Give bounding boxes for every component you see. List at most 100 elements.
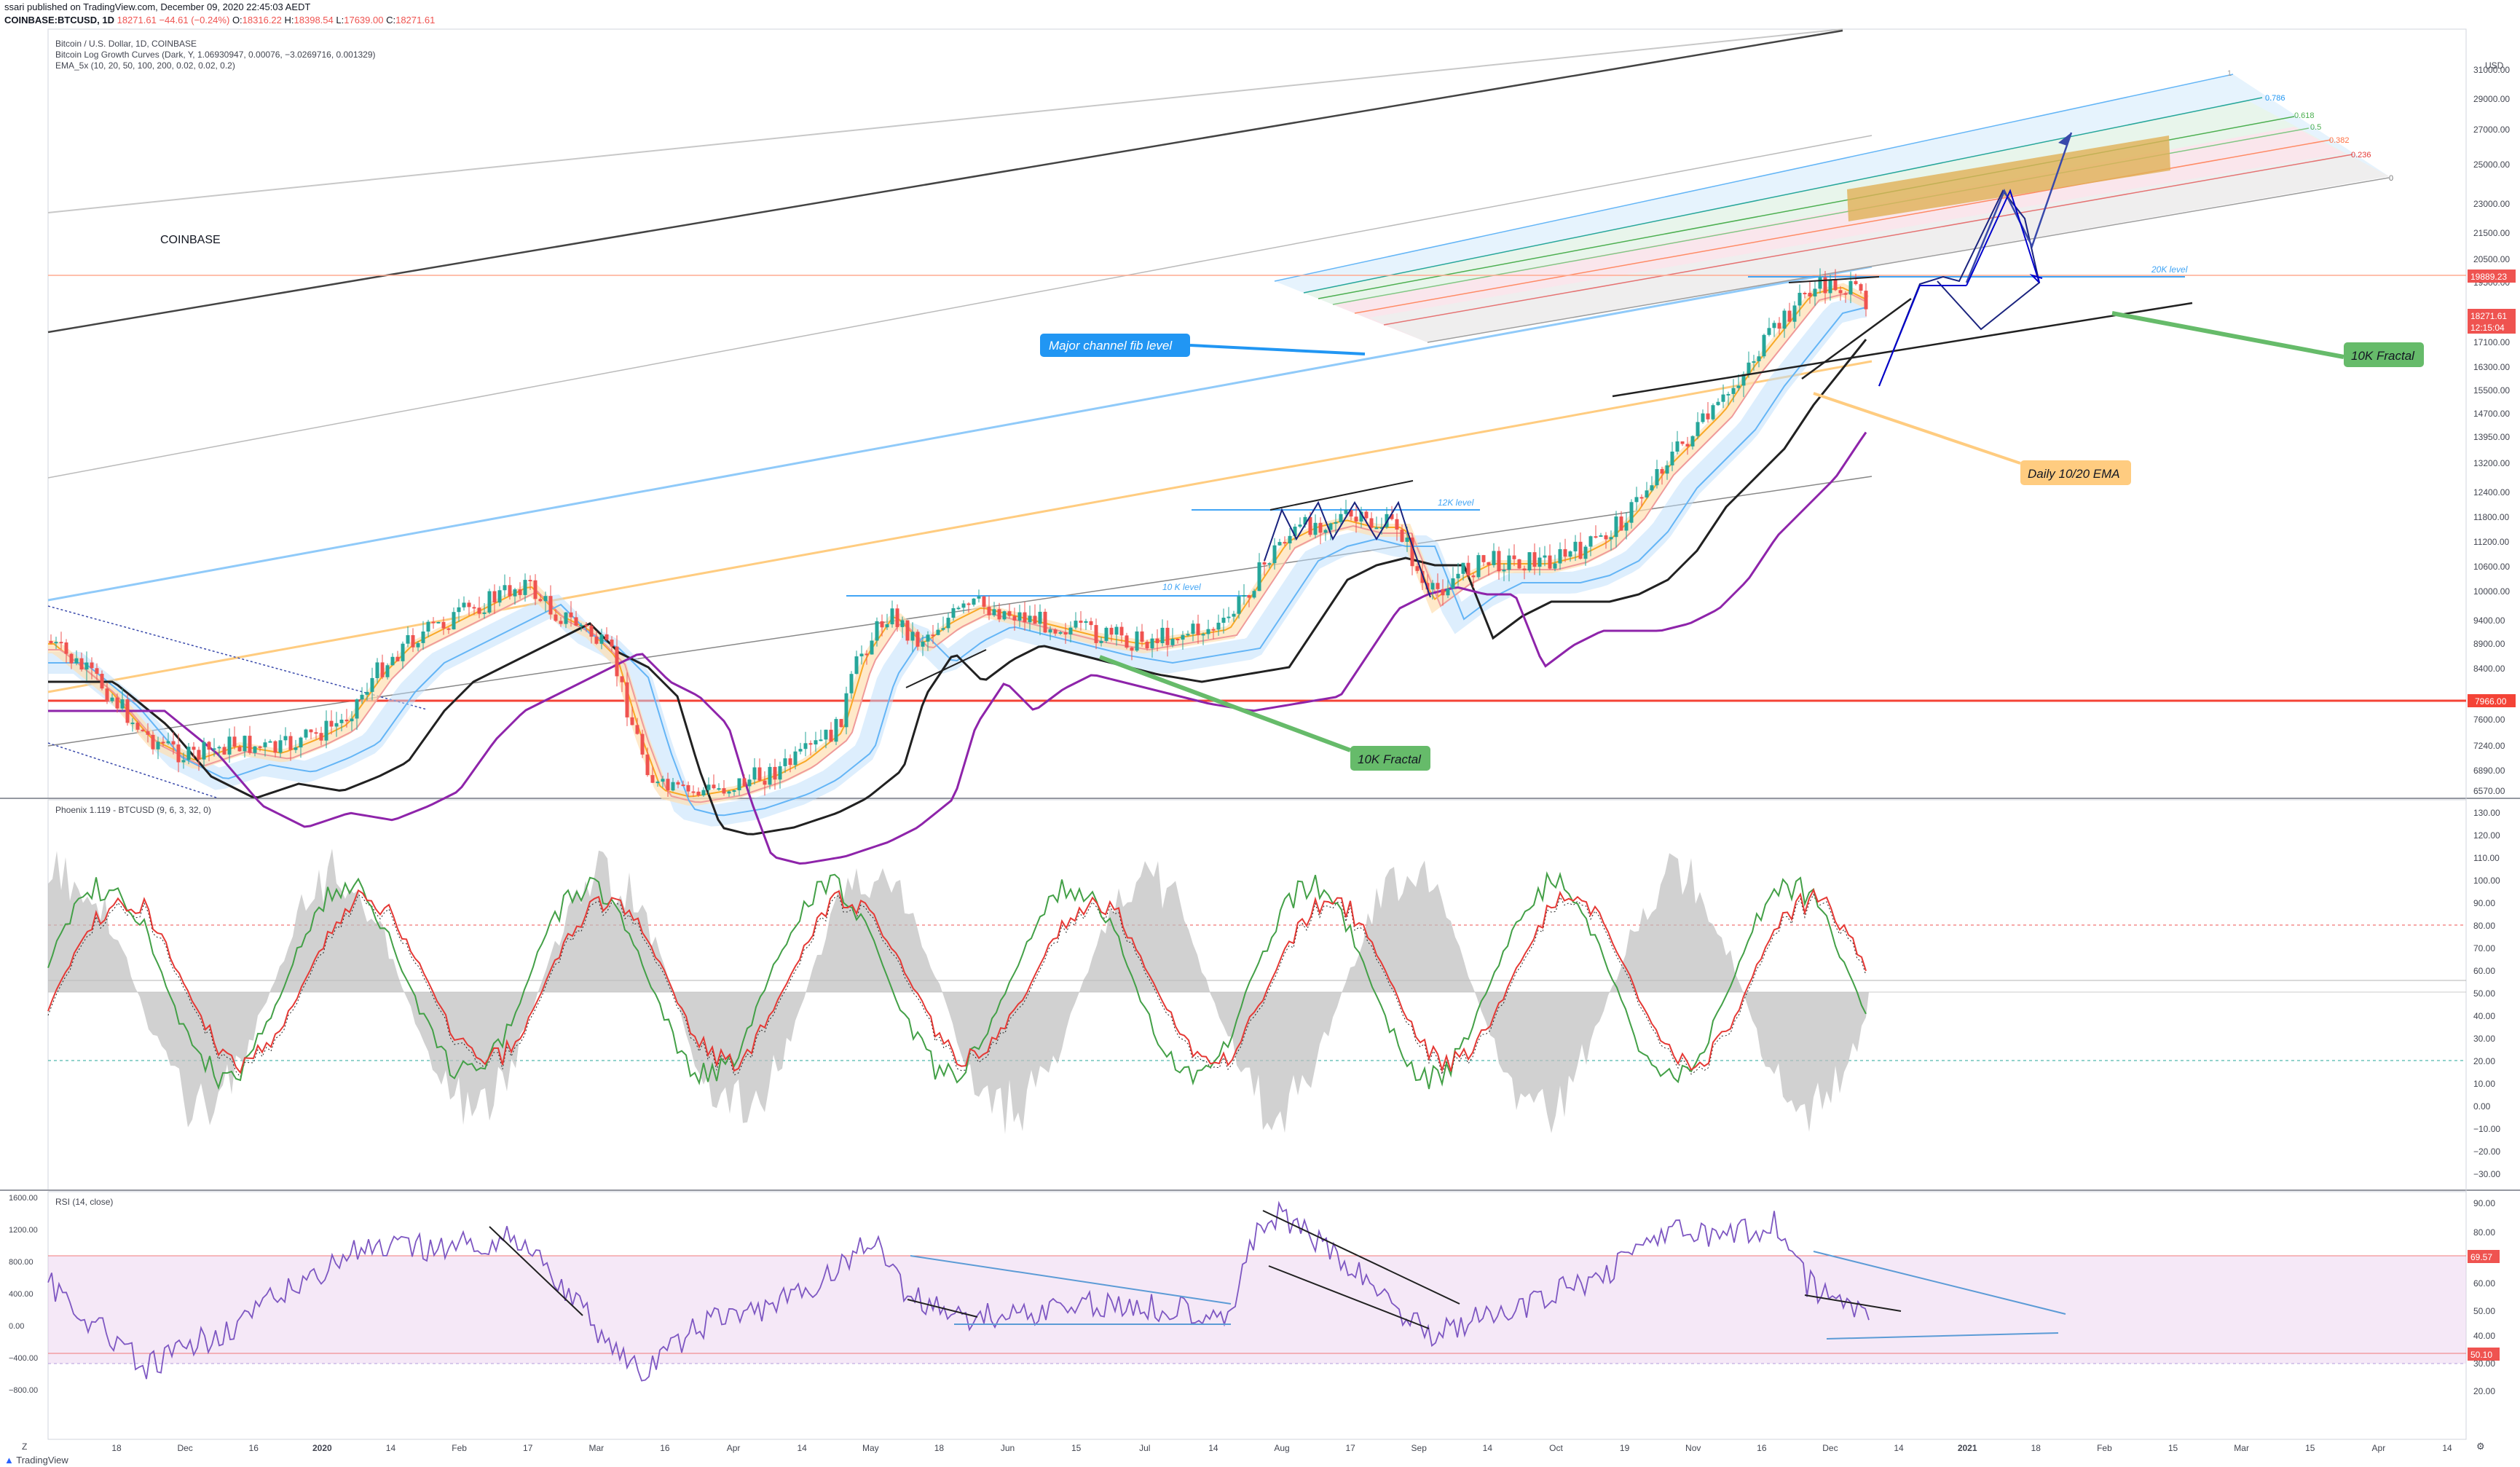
candle-body [645,754,650,776]
open-label: O: [232,15,243,25]
candle-body [304,729,308,738]
phoenix-histogram [48,849,1869,1135]
trendline-may[interactable] [905,649,987,688]
target-box[interactable] [1847,135,2170,221]
candle-body [941,628,945,630]
phoenix-axis-label: 80.00 [2473,921,2495,931]
aug-zigzag[interactable] [1264,500,1431,598]
trendline-aug[interactable] [1269,480,1414,511]
candle-body [1833,280,1838,291]
fib-line-236 [1383,154,2353,326]
tag-20k: 19889.23 [2470,272,2507,282]
callout-daily-ema[interactable]: Daily 10/20 EMA [1813,392,2131,485]
candle-body [370,677,374,692]
phoenix-axis-label: −30.00 [2473,1169,2500,1179]
phoenix-axis-label: 60.00 [2473,966,2495,976]
rsi-tags: 69.57 50.10 [2468,1250,2500,1361]
candle-body [1848,281,1853,295]
candle-body [793,751,798,766]
candle-body [1369,518,1374,528]
candle-body [870,640,874,655]
footer-brand[interactable]: ▲ TradingView [4,1455,68,1466]
projection-up[interactable] [1965,132,2073,283]
close-value: 18271.61 [395,15,436,25]
projection-path-a[interactable] [1878,189,2041,387]
candle-body [1650,485,1654,491]
candle-body [1803,293,1807,294]
candle-body [380,662,385,677]
candle-body [334,723,339,727]
candle-body [946,618,950,629]
candle-body [1548,555,1552,569]
candle-body [1741,374,1746,386]
candle-body [294,747,298,750]
candle-body [1125,635,1129,648]
candle-body [1033,615,1037,624]
candle-body [232,736,237,747]
candle-body [1624,522,1629,531]
candle-body [1002,611,1007,620]
candle-body [1762,334,1766,357]
candle-body [640,734,645,755]
candle-body [732,790,736,792]
candle-body [1537,557,1542,567]
price-axis-label: 17100.00 [2473,337,2510,347]
callout-10k-fractal-right[interactable]: 10K Fractal [2111,311,2424,367]
candle-body [1497,551,1501,572]
candle-body [1288,535,1292,543]
callout-10k-fractal-left[interactable]: 10K Fractal [1098,655,1430,771]
symbol-name[interactable]: COINBASE:BTCUSD, 1D [4,15,114,25]
candle-body [1196,624,1200,636]
price-axis[interactable]: 31000.00 29000.00 27000.00 25000.00 23000.00… [2473,65,2510,796]
settings-icon[interactable]: ⚙ [2476,1441,2485,1452]
phoenix-axis-label: −10.00 [2473,1124,2500,1134]
timezone-label[interactable]: Z [22,1442,27,1452]
price-axis-label: 10600.00 [2473,562,2510,572]
candle-body [1777,323,1781,329]
candle-body [1808,293,1812,296]
tradingview-brand: TradingView [16,1455,68,1466]
callout-major-channel[interactable]: Major channel fib level [1040,334,1366,357]
candle-body [1701,413,1705,422]
candle-body [1364,511,1369,519]
candle-body [84,662,89,670]
candle-body [1262,562,1267,565]
candle-body [309,729,313,733]
rsi-trendlines[interactable] [489,1210,2066,1340]
candle-body [54,642,58,644]
candle-body [508,585,512,597]
candle-body [1670,452,1674,465]
trendline-support[interactable] [1612,302,2193,398]
price-candles[interactable] [49,268,1868,797]
candle-body [1084,621,1088,623]
candle-body [890,608,894,625]
candle-body [605,634,609,640]
candle-body [1109,627,1114,635]
candle-body [1145,642,1149,649]
trendline-top[interactable] [1788,276,1880,283]
time-axis-label: 18 [934,1443,945,1453]
candle-body [1716,401,1720,406]
candle-body [982,596,986,607]
callout-ema-pointer [1813,392,2021,465]
fib-label-382: 0.382 [2329,136,2350,145]
candle-body [814,740,818,744]
candle-body [972,598,976,605]
candle-body [829,729,833,742]
time-axis[interactable]: 18 Dec 16 2020 14 Feb 17 Mar 16 Apr 14 May 18 Jun 15 Ju… [111,1443,2452,1453]
ema-ribbons [48,283,1870,865]
candle-body [1420,570,1425,583]
projection-zigzag[interactable] [1966,189,2040,286]
rsi-left-axis-label: 1600.00 [9,1194,38,1203]
major-channel-line [47,265,1873,602]
rsi-left-axis-label: 1200.00 [9,1226,38,1235]
trendline-short[interactable] [1801,297,1912,380]
time-axis-label: Oct [1549,1443,1563,1453]
candle-body [1655,469,1659,486]
rsi-axis-label: 60.00 [2473,1278,2495,1289]
projection-leg1[interactable] [1878,285,1966,387]
fib-channel[interactable]: 1 0.786 0.618 0.5 0.382 0.236 0 [1274,69,2393,343]
candle-body [406,635,410,644]
level-12k-label: 12K level [1438,497,1474,508]
